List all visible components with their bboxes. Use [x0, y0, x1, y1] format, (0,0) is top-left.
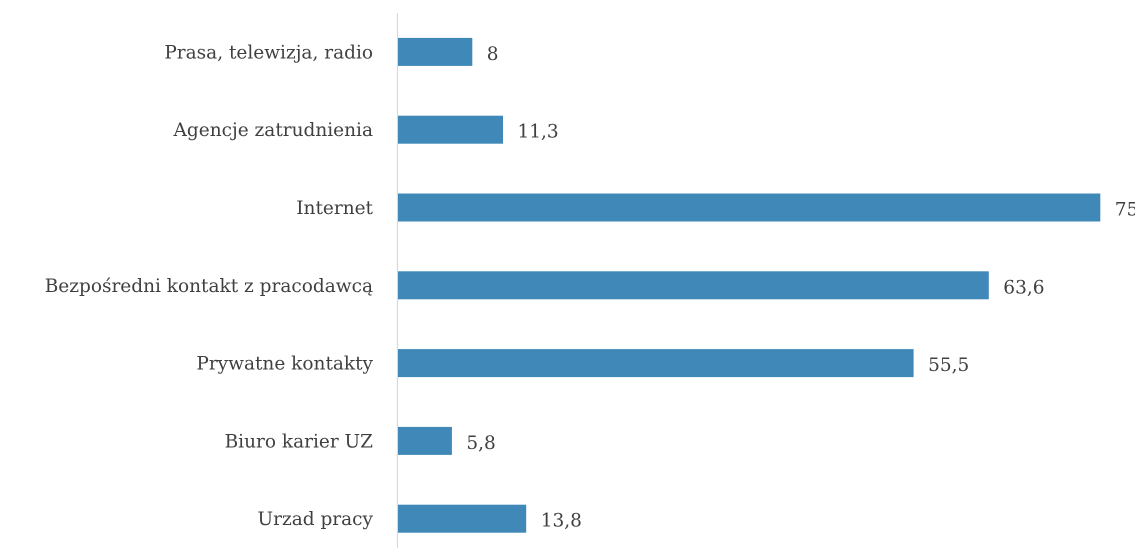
category-label-7: Urzad pracy — [258, 509, 374, 530]
data-label-4: 63,6 — [1003, 277, 1044, 298]
category-label-1: Prasa, telewizja, radio — [164, 42, 373, 63]
bar-6 — [398, 426, 452, 455]
bar-4 — [398, 271, 989, 300]
category-label-2: Agencje zatrudnienia — [173, 120, 373, 141]
data-label-5: 55,5 — [928, 355, 969, 376]
data-label-2: 11,3 — [518, 122, 559, 143]
data-label-1: 8 — [487, 44, 499, 65]
category-label-4: Bezpośredni kontakt z pracodawcą — [45, 276, 373, 297]
bar-5 — [398, 349, 914, 378]
data-label-6: 5,8 — [466, 433, 495, 454]
bar-3 — [398, 193, 1101, 222]
bar-1 — [398, 37, 473, 66]
bars-group — [398, 37, 1101, 533]
data-label-7: 13,8 — [541, 511, 582, 532]
category-label-6: Biuro karier UZ — [225, 431, 374, 452]
bar-2 — [398, 115, 503, 144]
bar-7 — [398, 504, 527, 533]
data-label-3: 75,6 — [1115, 200, 1135, 221]
category-label-3: Internet — [296, 198, 373, 219]
data-labels-group: 8 11,3 75,6 63,6 55,5 5,8 13,8 — [466, 44, 1135, 532]
category-labels-group: Prasa, telewizja, radio Agencje zatrudnie… — [45, 42, 374, 530]
category-label-5: Prywatne kontakty — [196, 354, 373, 375]
